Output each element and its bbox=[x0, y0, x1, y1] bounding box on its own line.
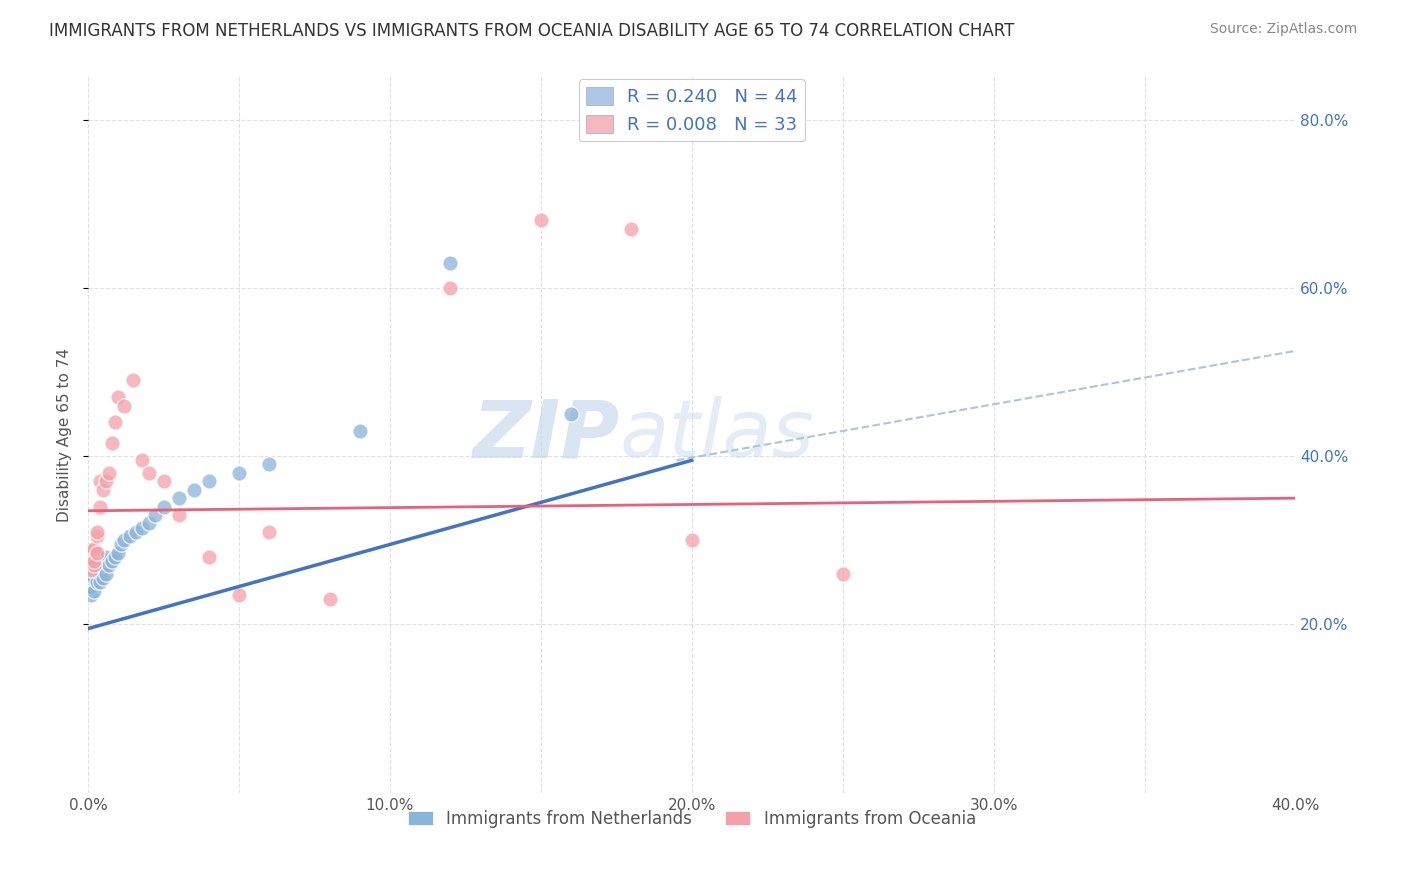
Point bbox=[681, 533, 703, 548]
Text: ZIP: ZIP bbox=[472, 396, 620, 474]
Point bbox=[86, 575, 108, 590]
Point bbox=[80, 571, 103, 585]
Point bbox=[96, 475, 118, 489]
Text: Source: ZipAtlas.com: Source: ZipAtlas.com bbox=[1209, 22, 1357, 37]
Point bbox=[86, 529, 108, 543]
Point bbox=[183, 483, 205, 497]
Point bbox=[131, 453, 153, 467]
Point bbox=[101, 436, 124, 450]
Point bbox=[112, 399, 135, 413]
Point bbox=[530, 213, 553, 227]
Point bbox=[80, 588, 103, 602]
Point bbox=[91, 483, 114, 497]
Point bbox=[138, 516, 160, 531]
Point bbox=[89, 563, 111, 577]
Point bbox=[122, 373, 145, 387]
Point bbox=[96, 550, 118, 565]
Text: atlas: atlas bbox=[620, 396, 814, 474]
Point bbox=[98, 558, 121, 573]
Point bbox=[86, 546, 108, 560]
Point bbox=[439, 281, 461, 295]
Point bbox=[620, 222, 643, 236]
Point bbox=[80, 580, 103, 594]
Point bbox=[257, 524, 280, 539]
Point bbox=[131, 520, 153, 534]
Point bbox=[152, 500, 174, 514]
Point bbox=[91, 558, 114, 573]
Point bbox=[89, 475, 111, 489]
Point bbox=[83, 554, 105, 568]
Point bbox=[80, 563, 103, 577]
Point bbox=[83, 558, 105, 573]
Point bbox=[104, 550, 127, 565]
Point bbox=[107, 546, 129, 560]
Point bbox=[83, 571, 105, 585]
Point bbox=[89, 550, 111, 565]
Point bbox=[83, 554, 105, 568]
Point bbox=[83, 546, 105, 560]
Point bbox=[831, 566, 853, 581]
Point bbox=[125, 524, 148, 539]
Point bbox=[91, 571, 114, 585]
Point bbox=[167, 508, 190, 522]
Point bbox=[104, 416, 127, 430]
Point bbox=[86, 546, 108, 560]
Point bbox=[89, 575, 111, 590]
Point bbox=[80, 541, 103, 556]
Point bbox=[80, 550, 103, 565]
Point bbox=[198, 550, 221, 565]
Point bbox=[112, 533, 135, 548]
Point bbox=[80, 554, 103, 568]
Point bbox=[86, 563, 108, 577]
Point bbox=[98, 466, 121, 480]
Point bbox=[143, 508, 166, 522]
Point bbox=[83, 563, 105, 577]
Point bbox=[228, 466, 250, 480]
Point bbox=[80, 563, 103, 577]
Legend: Immigrants from Netherlands, Immigrants from Oceania: Immigrants from Netherlands, Immigrants … bbox=[401, 803, 983, 834]
Point bbox=[89, 500, 111, 514]
Point bbox=[86, 554, 108, 568]
Point bbox=[101, 554, 124, 568]
Point bbox=[349, 424, 371, 438]
Y-axis label: Disability Age 65 to 74: Disability Age 65 to 74 bbox=[58, 348, 72, 522]
Point bbox=[107, 390, 129, 404]
Point bbox=[439, 255, 461, 269]
Point bbox=[80, 550, 103, 565]
Point bbox=[257, 458, 280, 472]
Point bbox=[80, 566, 103, 581]
Point bbox=[167, 491, 190, 505]
Point bbox=[228, 588, 250, 602]
Point bbox=[80, 554, 103, 568]
Point bbox=[198, 475, 221, 489]
Point bbox=[83, 541, 105, 556]
Point bbox=[560, 407, 582, 421]
Point bbox=[152, 475, 174, 489]
Point bbox=[120, 529, 142, 543]
Point bbox=[110, 537, 132, 551]
Point bbox=[86, 524, 108, 539]
Point bbox=[80, 558, 103, 573]
Point bbox=[83, 583, 105, 598]
Text: IMMIGRANTS FROM NETHERLANDS VS IMMIGRANTS FROM OCEANIA DISABILITY AGE 65 TO 74 C: IMMIGRANTS FROM NETHERLANDS VS IMMIGRANT… bbox=[49, 22, 1015, 40]
Point bbox=[96, 566, 118, 581]
Point bbox=[138, 466, 160, 480]
Point bbox=[318, 592, 340, 607]
